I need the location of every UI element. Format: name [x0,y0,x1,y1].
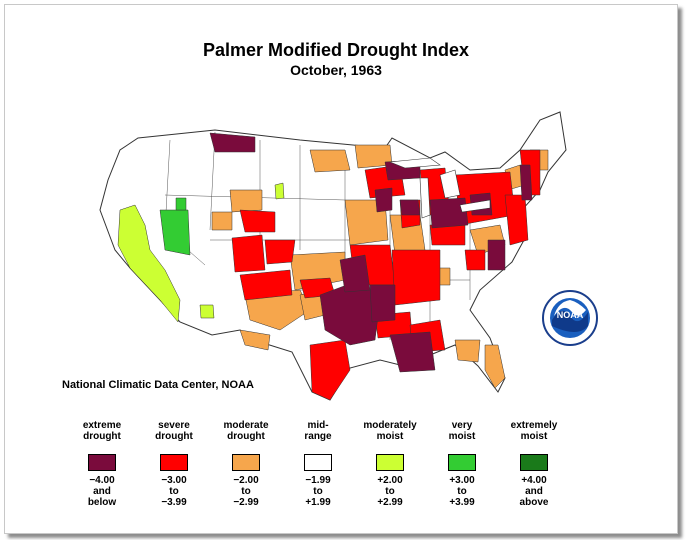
legend-label: extremely moist [494,418,574,442]
legend-range-line-2: and [525,486,543,497]
legend-range-line-1: +2.00 [377,475,403,486]
legend-label-line-2: moist [448,431,476,442]
legend-item: moderate drought −2.00 to −2.99 [206,418,286,508]
legend-item: mid-range −1.99 to +1.99 [278,418,358,508]
legend-range: −1.99 to +1.99 [278,475,358,508]
legend-swatch [304,454,332,471]
legend-range: −2.00 to −2.99 [206,475,286,508]
legend-label-line-2: drought [83,431,121,442]
legend-range-line-1: −3.00 [161,475,187,486]
legend-range-line-1: −2.00 [233,475,259,486]
legend-range-line-2: to [169,486,179,497]
map-subtitle: October, 1963 [290,62,382,78]
legend-label-line-2: range [304,431,332,442]
legend-label-line-1: moderate [223,420,269,431]
legend-range-line-2: and [93,486,111,497]
legend-label: moderately moist [350,418,430,442]
legend-item: extremely moist +4.00 and above [494,418,574,508]
very-moist-regions [159,197,191,256]
legend-range-line-2: to [241,486,251,497]
legend-label: very moist [422,418,502,442]
legend-swatch [88,454,116,471]
legend-label-line-1: moderately [363,420,417,431]
noaa-logo: NOAA [542,290,598,346]
legend-range-line-1: +4.00 [521,475,547,486]
legend-range-line-3: +1.99 [305,497,331,508]
legend-range: +3.00 to +3.99 [422,475,502,508]
legend-range-line-2: to [313,486,323,497]
legend-label: mid-range [278,418,358,442]
legend-range: +2.00 to +2.99 [350,475,430,508]
legend-label: severe drought [134,418,214,442]
legend-range-line-3: below [87,497,117,508]
legend-range-line-3: above [519,497,549,508]
legend-item: very moist +3.00 to +3.99 [422,418,502,508]
legend-range-line-2: to [457,486,467,497]
legend-swatch [520,454,548,471]
legend-range-line-3: −3.99 [161,497,187,508]
legend-label: moderate drought [206,418,286,442]
legend-range: −3.00 to −3.99 [134,475,214,508]
moderately-moist-regions [117,182,285,323]
legend-label-line-1: very [451,420,473,431]
legend-swatch [448,454,476,471]
legend-label-line-2: moist [520,431,548,442]
legend-range-line-1: −4.00 [89,475,115,486]
legend-range-line-1: +3.00 [449,475,475,486]
great-lakes [389,157,491,219]
noaa-logo-text: NOAA [557,310,584,320]
legend-range: +4.00 and above [494,475,574,508]
legend-swatch [232,454,260,471]
legend-range-line-3: +2.99 [377,497,403,508]
legend-item: moderately moist +2.00 to +2.99 [350,418,430,508]
legend-item: extreme drought −4.00 and below [62,418,142,508]
legend-label-line-2: drought [155,431,193,442]
legend-range-line-3: +3.99 [449,497,475,508]
legend-label-line-2: moist [376,431,404,442]
credit-text: National Climatic Data Center, NOAA [62,379,254,391]
legend-range-line-1: −1.99 [305,475,331,486]
legend-item: severe drought −3.00 to −3.99 [134,418,214,508]
legend-swatch [376,454,404,471]
legend-range-line-3: −2.99 [233,497,259,508]
legend-range-line-2: to [385,486,395,497]
legend-swatch [160,454,188,471]
map-title: Palmer Modified Drought Index [202,40,470,60]
legend-range: −4.00 and below [62,475,142,508]
legend-label-line-1: extreme [82,420,122,431]
legend-label-line-1: extremely [510,420,558,431]
legend-label-line-2: drought [227,431,265,442]
legend-label: extreme drought [62,418,142,442]
legend-label-line-1: mid- [307,420,329,431]
legend-label-line-1: severe [158,420,190,431]
